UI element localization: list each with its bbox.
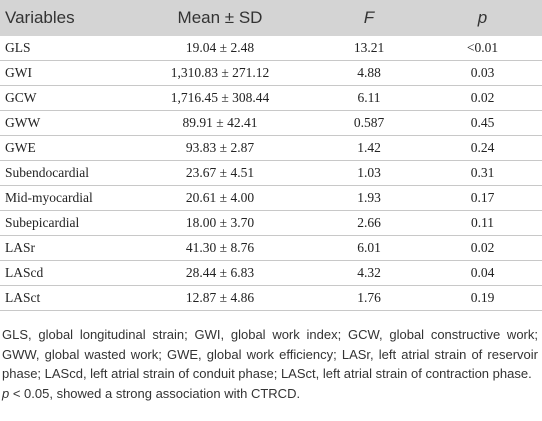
table-row: Subepicardial 18.00 ± 3.70 2.66 0.11 — [0, 210, 542, 236]
table-cell: 0.24 — [423, 135, 542, 161]
column-header: F — [315, 0, 423, 36]
table-row: Mid-myocardial 20.61 ± 4.00 1.93 0.17 — [0, 185, 542, 211]
header-text: Variables — [5, 8, 75, 27]
header-text: F — [363, 8, 375, 27]
table-cell: GWI — [0, 60, 125, 86]
p-symbol: p — [2, 385, 10, 401]
table-cell: GWE — [0, 135, 125, 161]
table-row: LASr 41.30 ± 8.76 6.01 0.02 — [0, 235, 542, 261]
table-cell: 1,716.45 ± 308.44 — [125, 85, 315, 111]
table-cell: 1.42 — [315, 135, 423, 161]
table-cell: 0.02 — [423, 85, 542, 111]
table-cell: 0.03 — [423, 60, 542, 86]
header-text: p — [477, 8, 488, 27]
column-header: Variables — [0, 0, 125, 36]
table-cell: 0.02 — [423, 235, 542, 261]
table-cell: 20.61 ± 4.00 — [125, 185, 315, 211]
table-cell: 19.04 ± 2.48 — [125, 36, 315, 61]
table-cell: 6.11 — [315, 85, 423, 111]
table-cell: 0.17 — [423, 185, 542, 211]
table-cell: 1.76 — [315, 285, 423, 311]
table-cell: Subepicardial — [0, 210, 125, 236]
table-cell: 0.31 — [423, 160, 542, 186]
significance-text: < 0.05, showed a strong association with… — [9, 385, 301, 401]
table-cell: 1,310.83 ± 271.12 — [125, 60, 315, 86]
table-cell: 13.21 — [315, 36, 423, 61]
table-cell: 41.30 ± 8.76 — [125, 235, 315, 261]
table-cell: 0.04 — [423, 260, 542, 286]
table-cell: GLS — [0, 36, 125, 61]
table-cell: GWW — [0, 110, 125, 136]
table-row: GWW 89.91 ± 42.41 0.587 0.45 — [0, 110, 542, 136]
table-cell: 23.67 ± 4.51 — [125, 160, 315, 186]
table-body: GLS 19.04 ± 2.48 13.21 <0.01 GWI 1,310.83 ± 2… — [0, 36, 542, 311]
footnotes: GLS, global longitudinal strain; GWI, gl… — [0, 311, 542, 403]
table-cell: 4.88 — [315, 60, 423, 86]
table-row: Subendocardial 23.67 ± 4.51 1.03 0.31 — [0, 160, 542, 186]
abbreviation-note: GLS, global longitudinal strain; GWI, gl… — [2, 327, 538, 381]
table-cell: 93.83 ± 2.87 — [125, 135, 315, 161]
table-cell: Mid-myocardial — [0, 185, 125, 211]
table-cell: GCW — [0, 85, 125, 111]
table-row: GWI 1,310.83 ± 271.12 4.88 0.03 — [0, 60, 542, 86]
table-cell: 0.19 — [423, 285, 542, 311]
table-cell: 1.03 — [315, 160, 423, 186]
column-header: p — [423, 0, 542, 36]
table-cell: 4.32 — [315, 260, 423, 286]
table-cell: Subendocardial — [0, 160, 125, 186]
table-cell: LASr — [0, 235, 125, 261]
table-row: GCW 1,716.45 ± 308.44 6.11 0.02 — [0, 85, 542, 111]
table-row: LASct 12.87 ± 4.86 1.76 0.19 — [0, 285, 542, 311]
table-cell: 0.11 — [423, 210, 542, 236]
table-cell: LASct — [0, 285, 125, 311]
table-cell: <0.01 — [423, 36, 542, 61]
table-cell: 18.00 ± 3.70 — [125, 210, 315, 236]
column-header: Mean ± SD — [125, 0, 315, 36]
table-cell: 1.93 — [315, 185, 423, 211]
table-cell: LAScd — [0, 260, 125, 286]
table-cell: 6.01 — [315, 235, 423, 261]
table-row: GWE 93.83 ± 2.87 1.42 0.24 — [0, 135, 542, 161]
table-cell: 89.91 ± 42.41 — [125, 110, 315, 136]
table-cell: 0.45 — [423, 110, 542, 136]
table-cell: 12.87 ± 4.86 — [125, 285, 315, 311]
table-cell: 2.66 — [315, 210, 423, 236]
table-cell: 28.44 ± 6.83 — [125, 260, 315, 286]
table-cell: 0.587 — [315, 110, 423, 136]
header-text: Mean ± SD — [177, 8, 263, 27]
significance-note: p < 0.05, showed a strong association wi… — [2, 384, 538, 404]
table-row: GLS 19.04 ± 2.48 13.21 <0.01 — [0, 36, 542, 61]
table-row: LAScd 28.44 ± 6.83 4.32 0.04 — [0, 260, 542, 286]
